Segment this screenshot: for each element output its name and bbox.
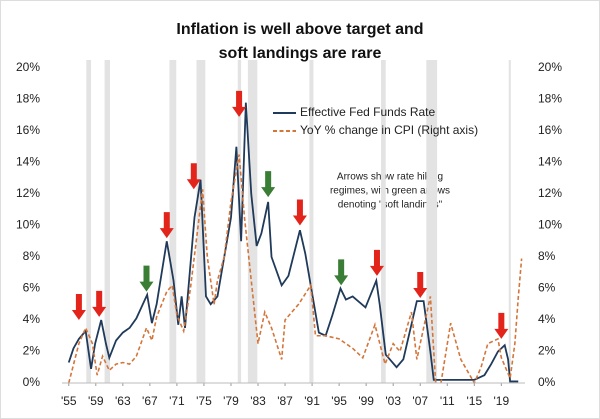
chart-title: Inflation is well above target and bbox=[176, 21, 423, 38]
legend-label: Effective Fed Funds Rate bbox=[300, 105, 436, 119]
recession-band bbox=[381, 60, 386, 383]
annotation: Arrows show rate hiking bbox=[337, 172, 443, 183]
series-line bbox=[67, 154, 523, 384]
x-tick-label: '15 bbox=[466, 394, 482, 408]
arrow bbox=[494, 312, 509, 339]
x-tick-label: '91 bbox=[304, 394, 320, 408]
recession-band bbox=[196, 60, 206, 383]
y-tick-label: 6% bbox=[23, 281, 41, 295]
chart-title: soft landings are rare bbox=[219, 45, 382, 62]
arrow bbox=[334, 259, 349, 286]
recession-band bbox=[426, 60, 438, 383]
arrow bbox=[413, 271, 428, 298]
plot-area bbox=[67, 60, 523, 384]
annotation: regimes, with green arrows bbox=[330, 186, 450, 197]
arrow bbox=[369, 249, 384, 276]
y2-tick-label: 8% bbox=[538, 249, 556, 263]
y2-tick-label: 4% bbox=[538, 312, 556, 326]
x-tick-label: '83 bbox=[250, 394, 266, 408]
y-tick-label: 8% bbox=[23, 249, 41, 263]
x-tick-label: '03 bbox=[385, 394, 401, 408]
x-tick-label: '71 bbox=[169, 394, 185, 408]
y2-tick-label: 6% bbox=[538, 281, 556, 295]
y2-tick-label: 12% bbox=[538, 186, 562, 200]
recession-band bbox=[508, 60, 511, 383]
arrow bbox=[139, 265, 154, 292]
x-tick-label: '75 bbox=[196, 394, 212, 408]
recession-band bbox=[247, 60, 258, 383]
y2-tick-label: 16% bbox=[538, 123, 562, 137]
x-tick-label: '87 bbox=[277, 394, 293, 408]
x-tick-label: '19 bbox=[494, 394, 510, 408]
arrow bbox=[92, 290, 107, 317]
arrow bbox=[71, 294, 86, 320]
y-tick-label: 16% bbox=[16, 123, 40, 137]
annotation: denoting "soft landings" bbox=[338, 200, 443, 211]
y-tick-label: 20% bbox=[16, 60, 40, 74]
arrow bbox=[292, 199, 307, 226]
series-line bbox=[67, 102, 519, 383]
arrow bbox=[261, 171, 276, 198]
y2-tick-label: 18% bbox=[538, 92, 562, 106]
x-tick-label: '11 bbox=[440, 394, 455, 408]
arrow bbox=[159, 212, 174, 239]
y-tick-label: 2% bbox=[23, 344, 41, 358]
y-tick-label: 0% bbox=[23, 375, 41, 389]
recession-band bbox=[169, 60, 177, 383]
recession-band bbox=[309, 60, 314, 383]
x-tick-label: '63 bbox=[115, 394, 131, 408]
arrow bbox=[186, 163, 201, 190]
y2-tick-label: 2% bbox=[538, 344, 556, 358]
x-tick-label: '67 bbox=[142, 394, 158, 408]
x-tick-label: '95 bbox=[331, 394, 347, 408]
x-tick-label: '55 bbox=[61, 394, 77, 408]
y-tick-label: 12% bbox=[16, 186, 40, 200]
y-tick-label: 10% bbox=[16, 218, 40, 232]
y-tick-label: 14% bbox=[16, 155, 40, 169]
arrow bbox=[232, 90, 247, 117]
y-tick-label: 4% bbox=[23, 312, 41, 326]
y2-tick-label: 20% bbox=[538, 60, 562, 74]
recession-band bbox=[104, 60, 110, 383]
x-tick-label: '79 bbox=[223, 394, 239, 408]
x-tick-label: '99 bbox=[358, 394, 374, 408]
recession-band bbox=[86, 60, 92, 383]
x-tick-label: '07 bbox=[412, 394, 428, 408]
y2-tick-label: 14% bbox=[538, 155, 562, 169]
x-tick-label: '59 bbox=[88, 394, 104, 408]
y-tick-label: 18% bbox=[16, 92, 40, 106]
legend-label: YoY % change in CPI (Right axis) bbox=[300, 123, 478, 137]
y2-tick-label: 10% bbox=[538, 218, 562, 232]
y2-tick-label: 0% bbox=[538, 375, 556, 389]
